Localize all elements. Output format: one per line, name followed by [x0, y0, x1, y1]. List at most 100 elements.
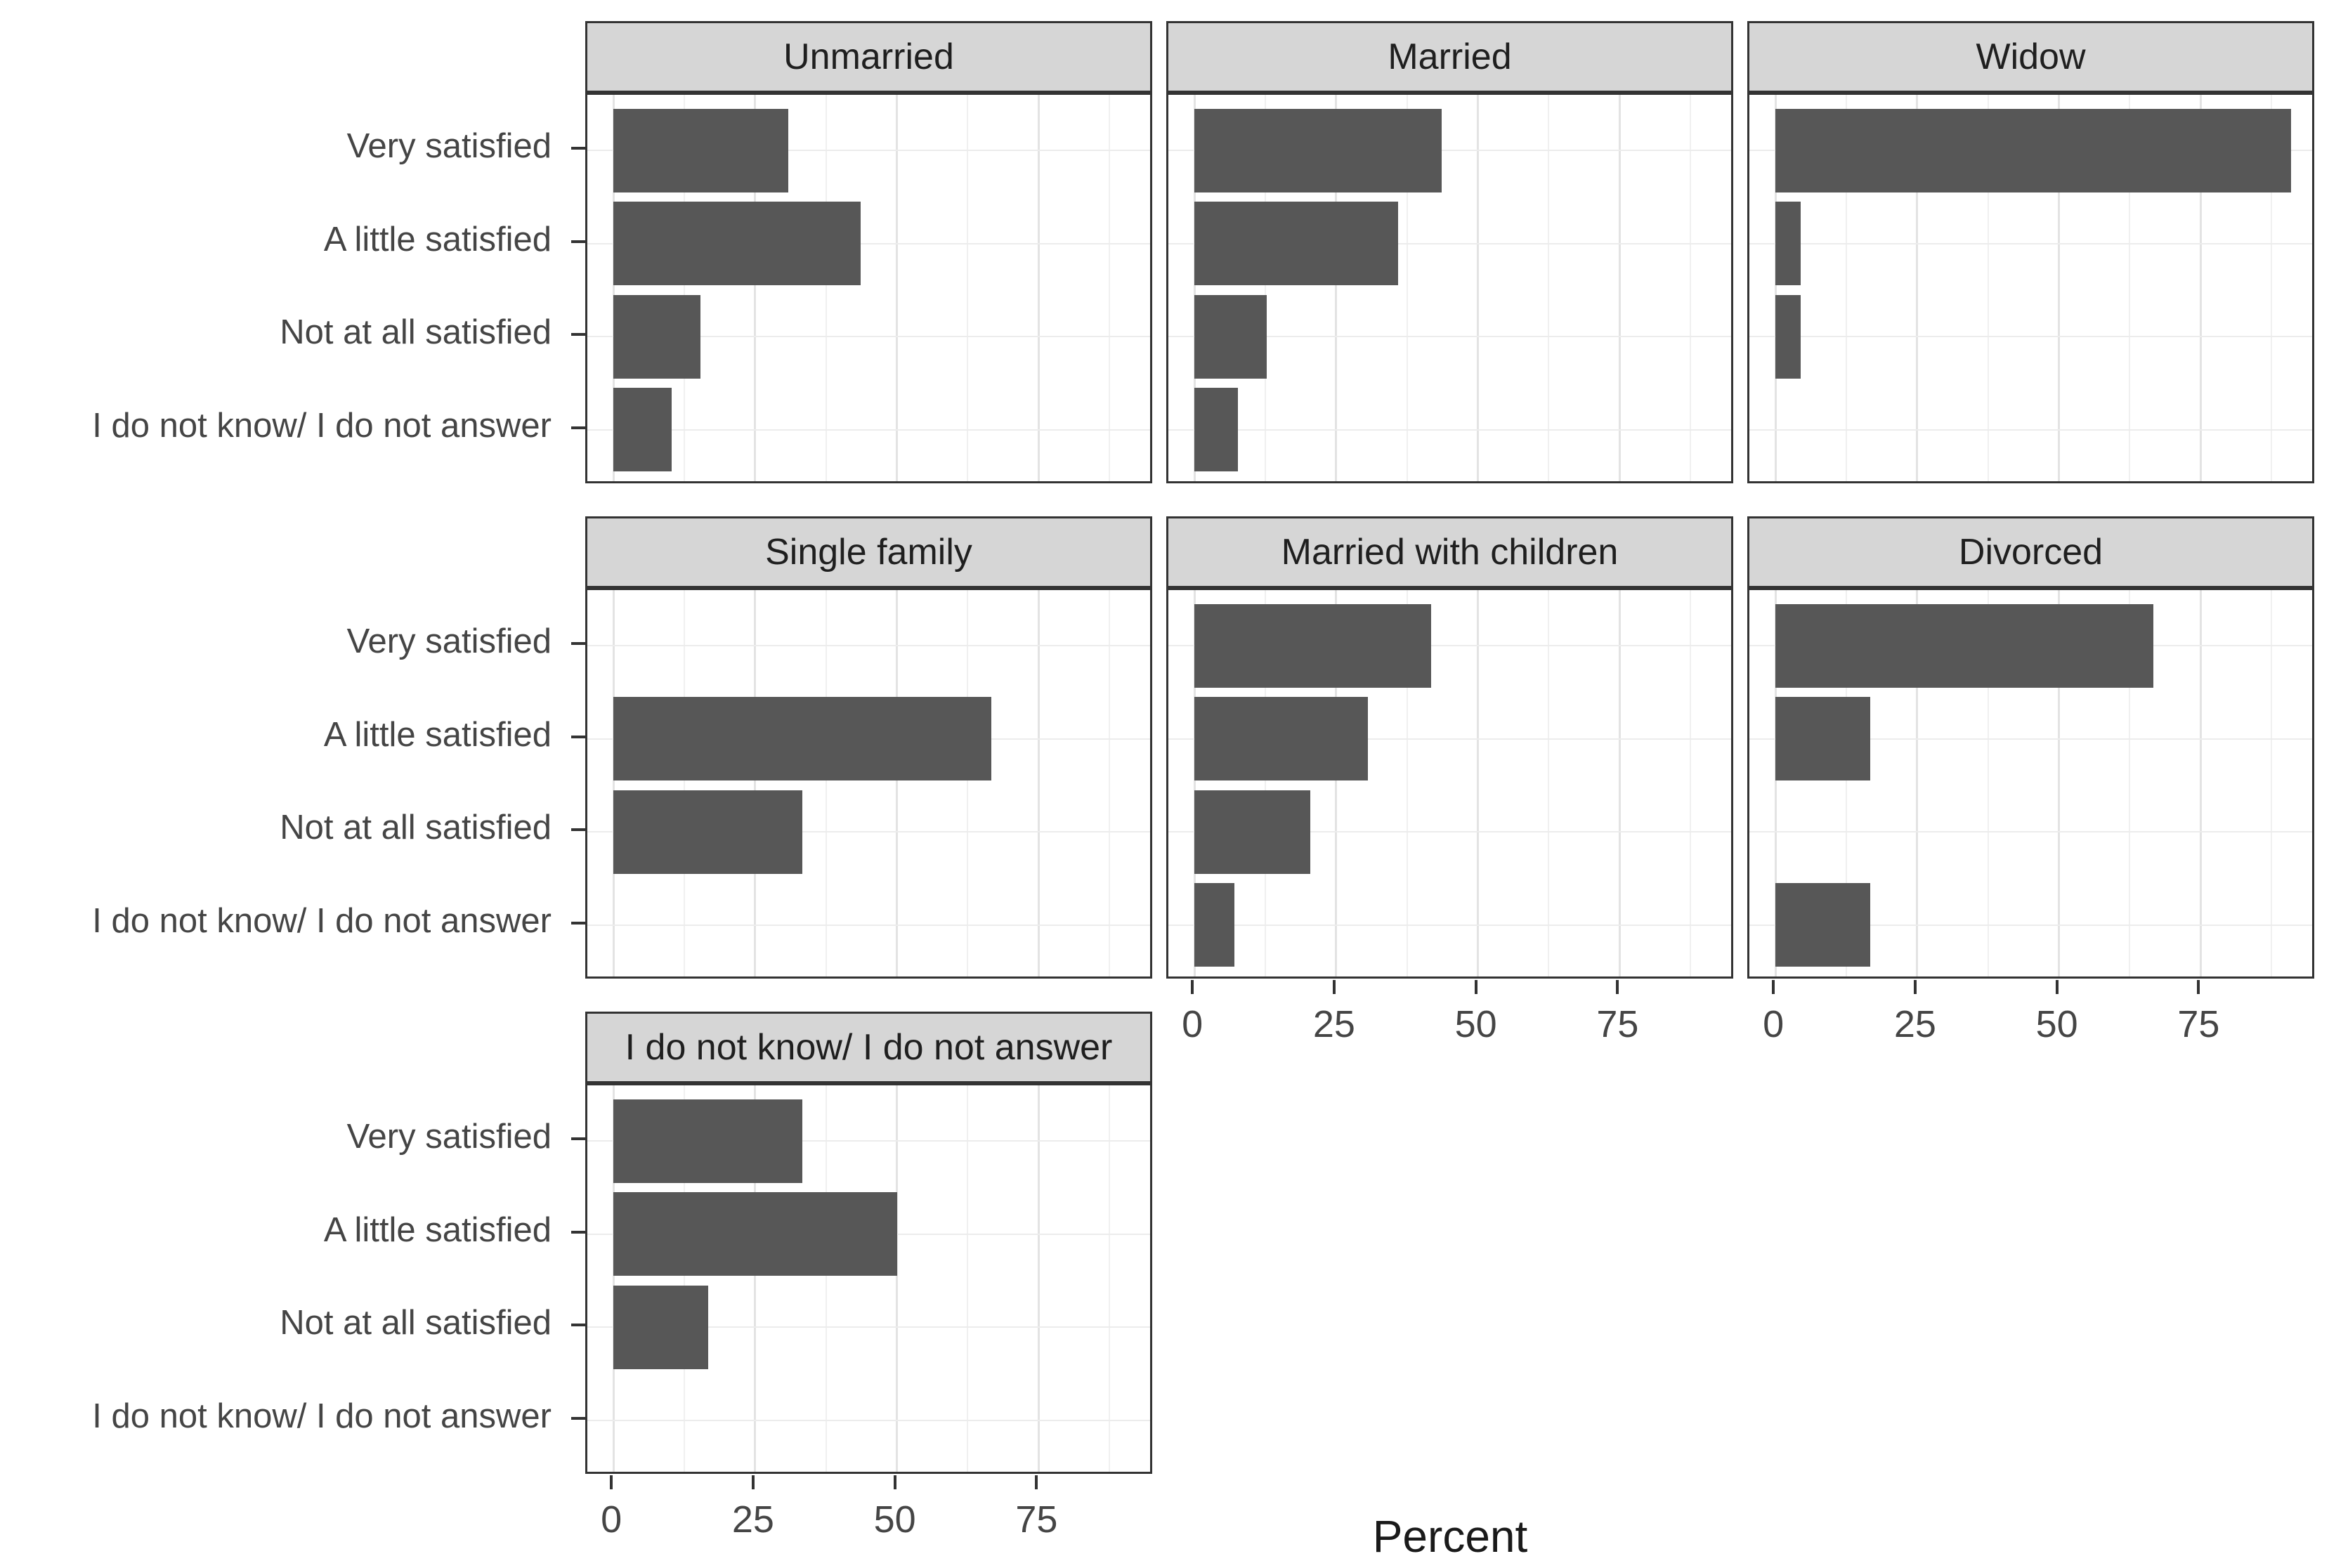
gridline-minor	[1109, 1085, 1111, 1472]
y-tick-mark	[571, 426, 585, 429]
gridline-minor	[1406, 590, 1408, 976]
facet-strip-single-family: Single family	[585, 516, 1152, 588]
gridline-major	[2058, 590, 2061, 976]
gridline-minor	[2129, 95, 2131, 481]
bar-not-at-all-satisfied	[613, 294, 701, 379]
y-tick-mark	[571, 1137, 585, 1141]
x-tick-label-0: 0	[1763, 1003, 1785, 1045]
gridline-category	[1749, 831, 2312, 833]
gridline-category	[1168, 831, 1731, 833]
y-tick-mark	[571, 1230, 585, 1234]
facet-strip-i-do-not-know-i-do-not-answer: I do not know/ I do not answer	[585, 1012, 1152, 1083]
x-tick-mark	[1474, 980, 1477, 994]
facet-panel-divorced	[1747, 588, 2314, 979]
y-tick-mark	[571, 1416, 585, 1420]
gridline-major	[1774, 95, 1777, 481]
gridline-major	[612, 95, 615, 481]
gridline-category	[1168, 429, 1731, 431]
bar-not-at-all-satisfied	[1775, 294, 1801, 379]
gridline-minor	[1548, 95, 1550, 481]
gridline-category	[1168, 645, 1731, 647]
gridline-major	[896, 1085, 899, 1472]
gridline-category	[1749, 336, 2312, 338]
gridline-category	[587, 831, 1150, 833]
bar-very-satisfied	[1775, 108, 2291, 192]
x-tick-label-75: 75	[1015, 1498, 1058, 1541]
y-axis-label-not-at-all-satisfied: Not at all satisfied	[280, 313, 552, 352]
gridline-major	[2199, 590, 2202, 976]
y-tick-mark	[571, 921, 585, 925]
bar-i-do-not-know-i-do-not-answer	[1775, 883, 1870, 967]
gridline-category	[1168, 150, 1731, 152]
bar-not-at-all-satisfied	[1194, 790, 1310, 874]
gridline-category	[1749, 738, 2312, 740]
y-tick-mark	[571, 240, 585, 243]
gridline-major	[1193, 95, 1196, 481]
x-tick-mark	[751, 1475, 755, 1489]
gridline-minor	[1845, 590, 1847, 976]
bar-very-satisfied	[613, 1099, 802, 1183]
gridline-category	[587, 429, 1150, 431]
gridline-major	[1618, 590, 1621, 976]
bar-a-little-satisfied	[1775, 697, 1870, 781]
x-tick-label-50: 50	[2035, 1003, 2078, 1045]
gridline-major	[1037, 1085, 1040, 1472]
gridline-major	[2199, 95, 2202, 481]
bar-not-at-all-satisfied	[1194, 294, 1267, 379]
gridline-minor	[1987, 95, 1989, 481]
facet-panel-unmarried	[585, 93, 1152, 483]
gridline-category	[587, 645, 1150, 647]
gridline-minor	[825, 590, 827, 976]
gridline-major	[612, 1085, 615, 1472]
gridline-minor	[1109, 590, 1111, 976]
gridline-category	[1749, 242, 2312, 244]
gridline-category	[1749, 924, 2312, 926]
gridline-minor	[967, 95, 969, 481]
gridline-minor	[1845, 95, 1847, 481]
gridline-major	[1477, 95, 1480, 481]
x-tick-label-25: 25	[731, 1498, 774, 1541]
facet-strip-label: Married with children	[1281, 532, 1619, 573]
gridline-category	[587, 336, 1150, 338]
bar-a-little-satisfied	[1775, 202, 1801, 286]
x-tick-label-50: 50	[1454, 1003, 1497, 1045]
x-tick-label-50: 50	[873, 1498, 916, 1541]
bar-very-satisfied	[1194, 603, 1432, 688]
y-tick-mark	[571, 828, 585, 832]
gridline-minor	[825, 95, 827, 481]
gridline-major	[1916, 95, 1919, 481]
bar-i-do-not-know-i-do-not-answer	[1194, 388, 1239, 472]
y-tick-mark	[571, 147, 585, 150]
gridline-major	[2058, 95, 2061, 481]
x-tick-label-75: 75	[1596, 1003, 1639, 1045]
bar-i-do-not-know-i-do-not-answer	[1194, 883, 1235, 967]
gridline-major	[754, 590, 757, 976]
gridline-major	[896, 590, 899, 976]
x-tick-mark	[610, 1475, 613, 1489]
facet-panel-i-do-not-know-i-do-not-answer	[585, 1083, 1152, 1474]
facet-strip-married-with-children: Married with children	[1166, 516, 1733, 588]
x-tick-label-25: 25	[1312, 1003, 1355, 1045]
x-tick-mark	[1913, 980, 1917, 994]
y-tick-mark	[571, 333, 585, 337]
bar-very-satisfied	[1775, 603, 2154, 688]
gridline-minor	[1264, 95, 1266, 481]
gridline-category	[587, 150, 1150, 152]
gridline-minor	[2271, 95, 2273, 481]
gridline-major	[612, 590, 615, 976]
y-axis-label-i-do-not-know-i-do-not-answer: I do not know/ I do not answer	[92, 406, 552, 445]
facet-strip-label: Married	[1388, 37, 1512, 77]
y-tick-mark	[571, 1324, 585, 1327]
gridline-category	[1168, 738, 1731, 740]
facet-strip-label: Single family	[765, 532, 972, 573]
facet-strip-unmarried: Unmarried	[585, 21, 1152, 93]
gridline-minor	[967, 1085, 969, 1472]
gridline-minor	[1548, 590, 1550, 976]
gridline-category	[587, 1326, 1150, 1328]
gridline-category	[587, 1140, 1150, 1142]
x-axis-title: Percent	[1372, 1511, 1528, 1562]
facet-panel-married-with-children	[1166, 588, 1733, 979]
gridline-minor	[825, 1085, 827, 1472]
y-axis-label-not-at-all-satisfied: Not at all satisfied	[280, 809, 552, 847]
